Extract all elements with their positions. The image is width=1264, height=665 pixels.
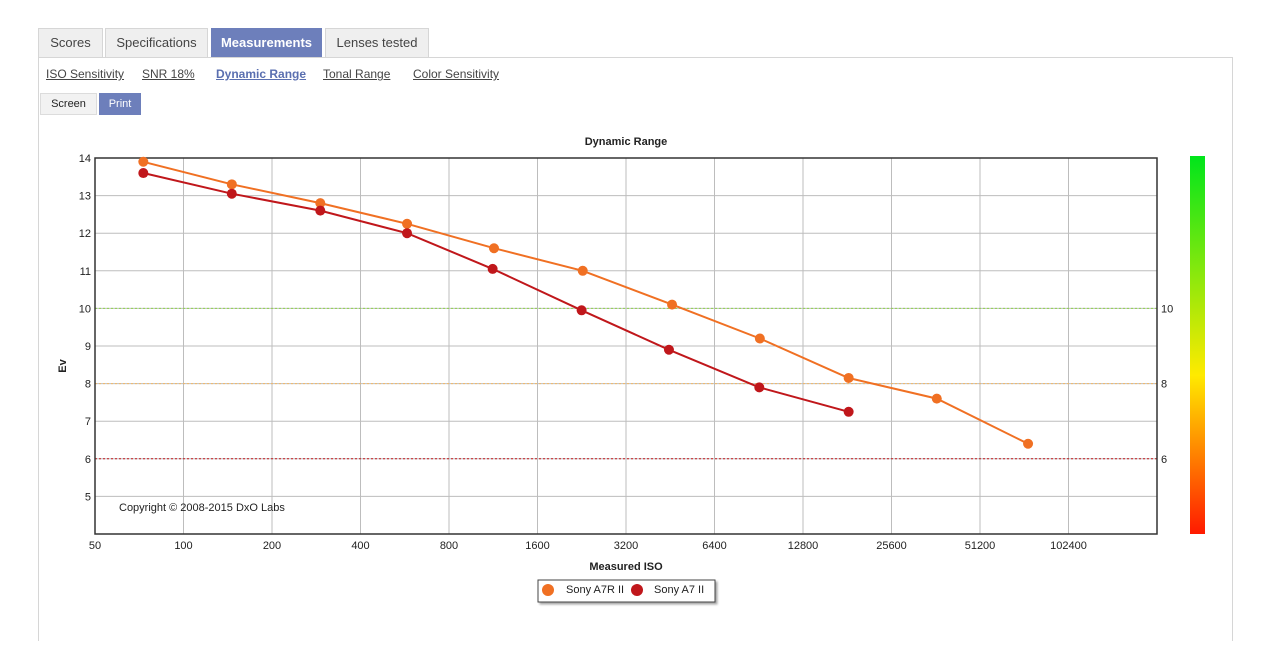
x-tick-label: 12800	[788, 540, 819, 552]
data-point-sony-a7r-ii	[667, 299, 678, 310]
axis-ticks: 50 100 200 400 800 1600 3200 6400 12800 25600 5120…	[79, 153, 1087, 552]
x-tick-label: 200	[263, 540, 281, 552]
data-point-sony-a7-ii	[843, 406, 854, 417]
y-axis-label: Ev	[57, 358, 69, 372]
copyright-text: Copyright © 2008-2015 DxO Labs	[119, 502, 285, 514]
reference-lines: 10 8 6	[95, 303, 1173, 466]
data-point-sony-a7r-ii	[488, 243, 499, 254]
legend-label-sony-a7r-ii: Sony A7R II	[566, 584, 624, 596]
data-point-sony-a7-ii	[402, 228, 413, 239]
series-line-sony-a7-ii	[143, 172, 849, 413]
subnav-snr-18[interactable]: SNR 18%	[142, 67, 195, 81]
data-point-sony-a7r-ii	[577, 265, 588, 276]
x-tick-label: 51200	[965, 540, 996, 552]
subnav-dynamic-range[interactable]: Dynamic Range	[216, 67, 307, 81]
y-tick-label: 12	[79, 228, 91, 240]
y-tick-label: 6	[85, 454, 91, 466]
legend-label-sony-a7-ii: Sony A7 II	[654, 584, 704, 596]
legend-marker-sony-a7r-ii	[542, 584, 554, 596]
data-point-sony-a7r-ii	[931, 393, 942, 404]
y-tick-label: 10	[79, 303, 91, 315]
legend-box	[537, 579, 716, 603]
data-point-sony-a7r-ii	[754, 333, 765, 344]
series-layer	[138, 156, 1034, 449]
chart-title: Dynamic Range	[585, 136, 668, 148]
tab-measurements[interactable]: Measurements	[211, 28, 322, 58]
data-point-sony-a7r-ii	[402, 218, 413, 229]
data-point-sony-a7r-ii	[1023, 438, 1034, 449]
x-tick-label: 100	[174, 540, 192, 552]
screen-view-button[interactable]: Screen	[40, 93, 97, 115]
data-point-sony-a7r-ii	[226, 179, 237, 190]
x-axis-label: Measured ISO	[589, 561, 663, 573]
x-tick-label: 50	[89, 540, 101, 552]
data-point-sony-a7-ii	[576, 305, 587, 316]
x-tick-label: 400	[351, 540, 369, 552]
chart-area: Screen Print	[39, 90, 1232, 641]
y-tick-label: 7	[85, 416, 91, 428]
data-point-sony-a7-ii	[487, 263, 498, 274]
subnav-tonal-range[interactable]: Tonal Range	[323, 67, 391, 81]
tab-specifications[interactable]: Specifications	[105, 28, 208, 57]
x-tick-label: 25600	[876, 540, 907, 552]
y-tick-label: 11	[80, 266, 91, 278]
data-point-sony-a7-ii	[138, 168, 149, 179]
tab-lenses-tested[interactable]: Lenses tested	[325, 28, 429, 57]
y-tick-label: 8	[85, 379, 91, 391]
data-point-sony-a7-ii	[754, 382, 765, 393]
legend-marker-sony-a7-ii	[631, 584, 643, 596]
dynamic-range-color-scale	[1190, 156, 1205, 534]
reference-label-8: 8	[1161, 379, 1167, 391]
data-point-sony-a7r-ii	[315, 198, 326, 209]
y-tick-label: 5	[85, 491, 91, 503]
subnav-iso-sensitivity[interactable]: ISO Sensitivity	[46, 67, 125, 81]
x-tick-label: 6400	[702, 540, 726, 552]
tab-scores[interactable]: Scores	[38, 28, 103, 57]
y-tick-label: 9	[85, 341, 91, 353]
x-tick-label: 102400	[1050, 540, 1087, 552]
y-tick-label: 14	[79, 153, 91, 165]
measurements-panel: ISO Sensitivity SNR 18% Dynamic Range To…	[38, 57, 1233, 641]
subnav-color-sensitivity[interactable]: Color Sensitivity	[413, 67, 500, 81]
x-tick-label: 3200	[614, 540, 638, 552]
chart-legend: Sony A7R II Sony A7 II	[537, 579, 716, 603]
data-point-sony-a7-ii	[663, 344, 674, 355]
data-point-sony-a7-ii	[315, 205, 326, 216]
x-tick-label: 800	[440, 540, 458, 552]
reference-label-6: 6	[1161, 454, 1167, 466]
x-tick-label: 1600	[525, 540, 549, 552]
plot-frame	[94, 157, 1158, 535]
data-point-sony-a7-ii	[226, 188, 237, 199]
y-tick-label: 13	[79, 191, 91, 203]
grid-lines	[94, 157, 1157, 534]
data-point-sony-a7r-ii	[138, 156, 149, 167]
series-line-sony-a7r-ii	[143, 160, 1029, 445]
print-view-button[interactable]: Print	[99, 93, 141, 115]
reference-label-10: 10	[1161, 303, 1173, 315]
data-point-sony-a7r-ii	[843, 372, 854, 383]
